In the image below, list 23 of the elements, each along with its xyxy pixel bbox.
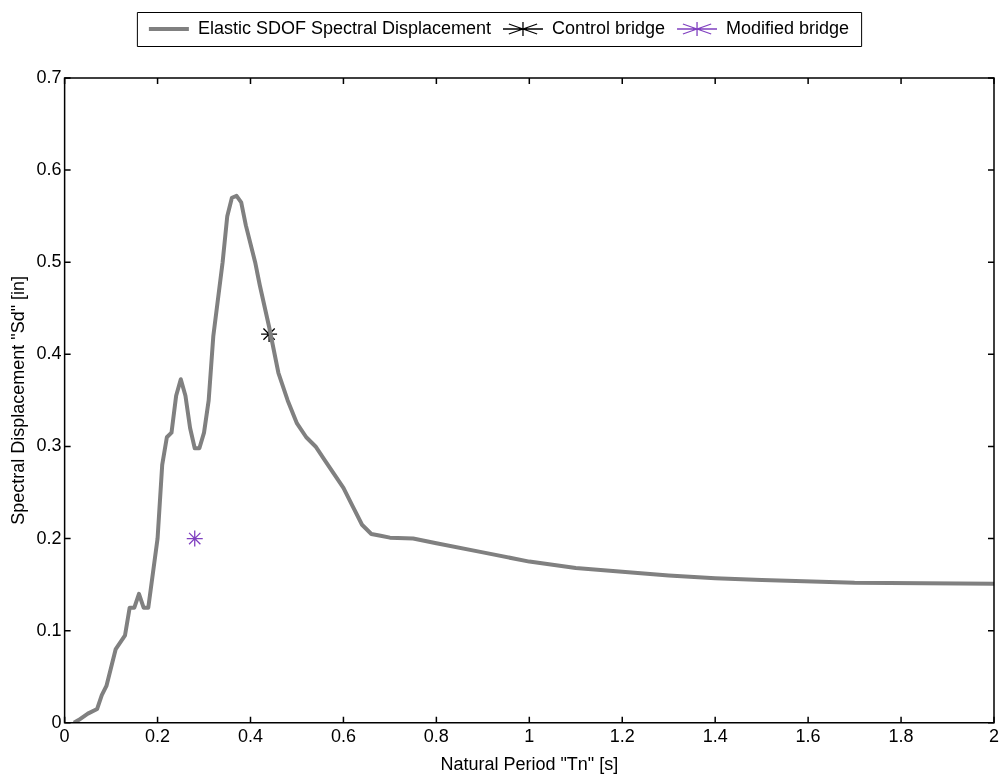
y-axis-title: Spectral Displacement "Sd" [in] <box>7 275 28 525</box>
y-tick-label: 0.3 <box>36 435 62 456</box>
y-tick-label: 0.5 <box>36 251 62 272</box>
x-tick-label: 1 <box>524 725 535 746</box>
y-tick-label: 0.4 <box>36 343 62 364</box>
x-tick-label: 1.6 <box>795 725 821 746</box>
x-tick-label: 2 <box>988 725 1000 746</box>
x-axis-title: Natural Period "Tn" [s] <box>440 754 619 775</box>
x-tick-label: 0.2 <box>145 725 171 746</box>
x-tick-label: 1.2 <box>609 725 635 746</box>
y-tick-label: 0.1 <box>36 619 62 640</box>
legend-label: Elastic SDOF Spectral Displacement <box>197 17 491 38</box>
x-tick-label: 0.4 <box>237 725 264 746</box>
x-tick-label: 0.8 <box>423 725 449 746</box>
y-tick-label: 0.7 <box>36 66 62 87</box>
legend-label: Control bridge <box>551 17 666 38</box>
y-tick-label: 0.6 <box>36 159 62 180</box>
y-tick-label: 0 <box>51 711 62 732</box>
y-tick-label: 0.2 <box>36 527 62 548</box>
x-tick-label: 1.8 <box>888 725 914 746</box>
x-tick-label: 1.4 <box>702 725 728 746</box>
x-tick-label: 0.6 <box>330 725 356 746</box>
legend-label: Modified bridge <box>726 17 850 38</box>
